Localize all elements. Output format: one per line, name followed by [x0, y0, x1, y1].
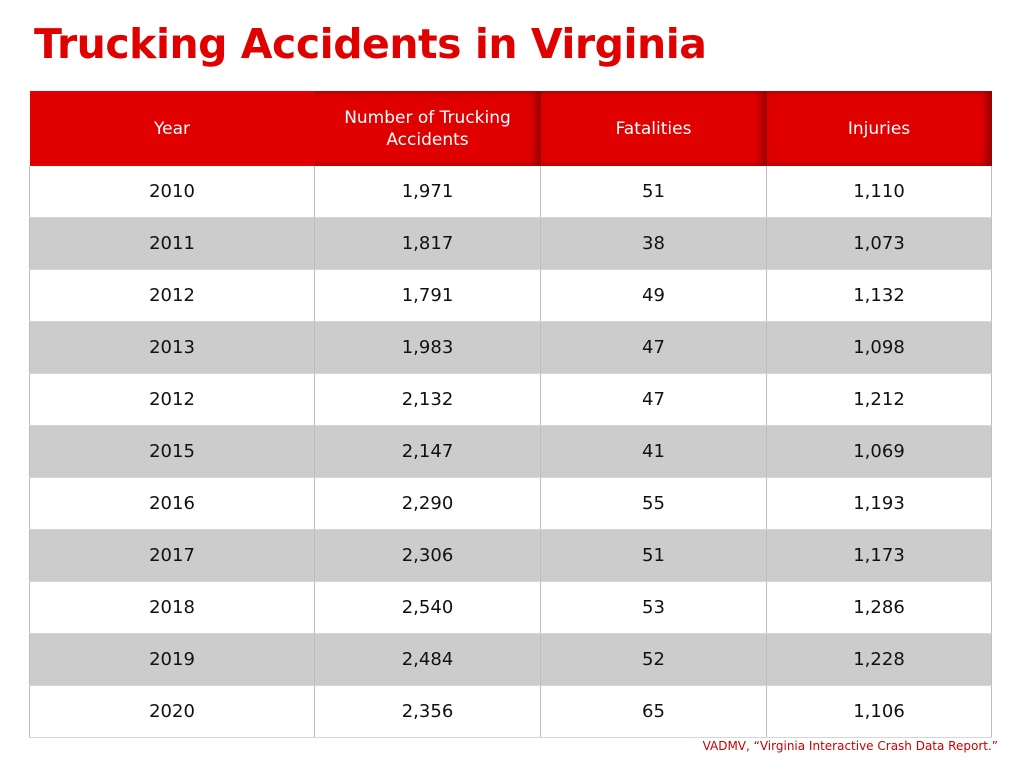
cell-injuries: 1,212: [766, 373, 992, 426]
cell-fatalities: 49: [540, 269, 767, 322]
cell-injuries: 1,228: [766, 633, 992, 686]
cell-year: 2012: [29, 373, 315, 426]
column-header-year: Year: [29, 91, 315, 166]
cell-injuries: 1,286: [766, 581, 992, 634]
table-row: 2011 1,817 38 1,073: [29, 217, 992, 270]
column-header-injuries: Injuries: [766, 91, 992, 166]
cell-injuries: 1,132: [766, 269, 992, 322]
cell-year: 2016: [29, 477, 315, 530]
cell-injuries: 1,173: [766, 529, 992, 582]
cell-fatalities: 51: [540, 529, 767, 582]
cell-accidents: 2,484: [314, 633, 541, 686]
cell-year: 2013: [29, 321, 315, 374]
cell-injuries: 1,110: [766, 166, 992, 218]
cell-year: 2020: [29, 685, 315, 738]
chart-title: Trucking Accidents in Virginia: [34, 20, 707, 68]
cell-accidents: 2,290: [314, 477, 541, 530]
cell-fatalities: 41: [540, 425, 767, 478]
cell-year: 2011: [29, 217, 315, 270]
column-header-accidents: Number of Trucking Accidents: [314, 91, 541, 166]
cell-accidents: 2,147: [314, 425, 541, 478]
cell-fatalities: 47: [540, 373, 767, 426]
column-header-fatalities: Fatalities: [540, 91, 767, 166]
table-row: 2012 2,132 47 1,212: [29, 373, 992, 426]
cell-injuries: 1,193: [766, 477, 992, 530]
cell-fatalities: 55: [540, 477, 767, 530]
table-row: 2018 2,540 53 1,286: [29, 581, 992, 634]
cell-fatalities: 38: [540, 217, 767, 270]
cell-injuries: 1,073: [766, 217, 992, 270]
cell-accidents: 1,817: [314, 217, 541, 270]
cell-injuries: 1,106: [766, 685, 992, 738]
table-row: 2012 1,791 49 1,132: [29, 269, 992, 322]
source-citation: VADMV, “Virginia Interactive Crash Data …: [702, 739, 998, 753]
cell-year: 2017: [29, 529, 315, 582]
cell-year: 2012: [29, 269, 315, 322]
cell-accidents: 2,306: [314, 529, 541, 582]
table-row: 2020 2,356 65 1,106: [29, 685, 992, 738]
cell-year: 2015: [29, 425, 315, 478]
table-row: 2010 1,971 51 1,110: [29, 166, 992, 218]
cell-injuries: 1,098: [766, 321, 992, 374]
cell-fatalities: 51: [540, 166, 767, 218]
table-row: 2013 1,983 47 1,098: [29, 321, 992, 374]
table-row: 2017 2,306 51 1,173: [29, 529, 992, 582]
cell-fatalities: 53: [540, 581, 767, 634]
cell-fatalities: 65: [540, 685, 767, 738]
cell-year: 2018: [29, 581, 315, 634]
cell-accidents: 2,540: [314, 581, 541, 634]
table-row: 2019 2,484 52 1,228: [29, 633, 992, 686]
cell-fatalities: 52: [540, 633, 767, 686]
cell-accidents: 1,791: [314, 269, 541, 322]
data-table: Year Number of Trucking Accidents Fatali…: [29, 91, 992, 738]
cell-injuries: 1,069: [766, 425, 992, 478]
cell-accidents: 2,132: [314, 373, 541, 426]
table-row: 2016 2,290 55 1,193: [29, 477, 992, 530]
cell-accidents: 2,356: [314, 685, 541, 738]
cell-accidents: 1,971: [314, 166, 541, 218]
cell-year: 2010: [29, 166, 315, 218]
table-body: 2010 1,971 51 1,110 2011 1,817 38 1,073 2012 1,79…: [29, 166, 992, 738]
table-row: 2015 2,147 41 1,069: [29, 425, 992, 478]
cell-accidents: 1,983: [314, 321, 541, 374]
cell-year: 2019: [29, 633, 315, 686]
table-header: Year Number of Trucking Accidents Fatali…: [29, 91, 992, 166]
header-row: Year Number of Trucking Accidents Fatali…: [29, 91, 992, 166]
cell-fatalities: 47: [540, 321, 767, 374]
